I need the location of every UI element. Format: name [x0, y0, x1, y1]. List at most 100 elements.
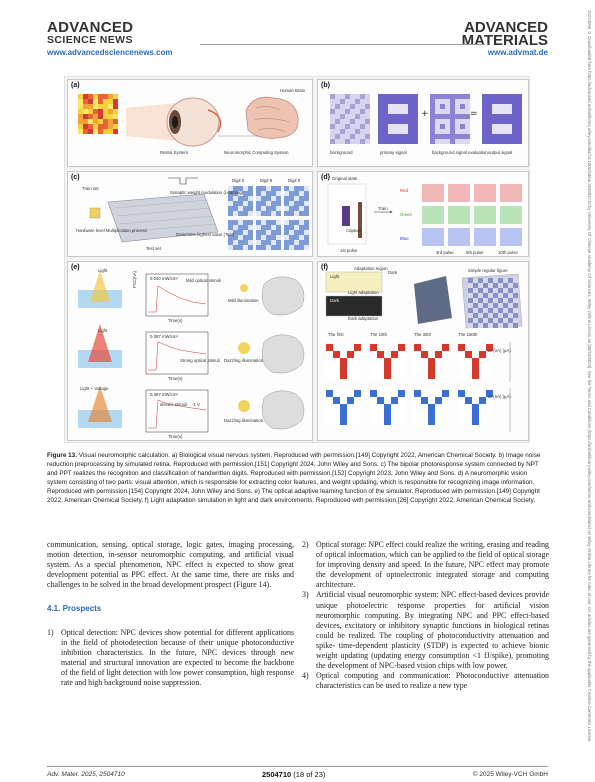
digit-cell — [248, 225, 253, 230]
list-text-2: Optical storage: NPC effect could realiz… — [316, 540, 549, 589]
pattern-cell — [468, 318, 473, 323]
pixel-cell — [393, 129, 398, 134]
digit-cell — [271, 235, 276, 240]
y-pattern-cell-top — [414, 365, 421, 372]
pixel-cell — [487, 114, 492, 119]
y-pattern-cell-bottom — [428, 411, 435, 418]
pixel-cell — [330, 134, 335, 139]
pixel-cell — [355, 99, 360, 104]
pattern-cell — [488, 318, 493, 323]
digit-cell — [276, 230, 281, 235]
y-pattern-cell-top — [435, 344, 442, 351]
list-text-1: Optical detection: NPC devices show pote… — [61, 628, 294, 687]
y-pattern-cell-top — [340, 372, 347, 379]
digit-cell — [256, 201, 261, 206]
heatmap-cell — [88, 114, 93, 119]
pixel-cell — [403, 124, 408, 129]
pattern-cell — [513, 293, 518, 298]
pattern-cell — [503, 298, 508, 303]
y-pattern-cell-bottom — [421, 397, 428, 404]
digit-cell — [299, 225, 304, 230]
pattern-cell — [478, 308, 483, 313]
heatmap-cell — [78, 109, 83, 114]
pixel-cell — [435, 109, 440, 114]
pattern-cell — [503, 318, 508, 323]
y-pattern-cell-bottom — [326, 418, 333, 425]
digit-cell — [261, 211, 266, 216]
pixel-cell — [388, 124, 393, 129]
digit-cell — [243, 196, 248, 201]
pixel-cell — [450, 99, 455, 104]
determine-label: Determine highest value (Test) — [176, 232, 234, 237]
pixel-cell — [460, 139, 465, 144]
digit-cell — [266, 235, 271, 240]
brain-label: Human Brain — [280, 88, 305, 93]
heatmap-cell — [98, 114, 103, 119]
heatmap-cell — [83, 119, 88, 124]
pixel-cell — [512, 139, 517, 144]
digit-cell — [289, 235, 294, 240]
y-pattern-cell-top — [340, 351, 347, 358]
pixel-cell — [403, 99, 408, 104]
digit9-label: Digit 9 — [288, 178, 300, 183]
pixel-cell — [517, 124, 522, 129]
output-signal-label: output signal — [488, 150, 512, 155]
pixel-cell — [497, 94, 502, 99]
pixel-cell — [378, 124, 383, 129]
pixel-cell — [440, 109, 445, 114]
pixel-cell — [378, 109, 383, 114]
y-pattern-cell-top — [370, 372, 377, 379]
pattern-cell — [503, 278, 508, 283]
pixel-cell — [455, 139, 460, 144]
y-pattern-cell-top — [435, 365, 442, 372]
y-pattern-cell-bottom — [333, 411, 340, 418]
brand-left-line1: ADVANCED — [47, 21, 133, 35]
pixel-cell — [512, 124, 517, 129]
digit-cell — [266, 240, 271, 245]
y-pattern-cell-top — [333, 351, 340, 358]
pixel-cell — [455, 114, 460, 119]
pixel-cell — [388, 139, 393, 144]
digit-cell — [304, 235, 309, 240]
pixel-cell — [403, 134, 408, 139]
digit-cell — [271, 196, 276, 201]
y-pattern-cell-top — [370, 351, 377, 358]
pixel-cell — [330, 109, 335, 114]
digit-cell — [284, 211, 289, 216]
y-pattern-cell-bottom — [377, 418, 384, 425]
digit-cell — [228, 225, 233, 230]
pixel-cell — [408, 104, 413, 109]
pixel-cell — [393, 109, 398, 114]
y-pattern-cell-top — [486, 372, 493, 379]
y-pattern-cell-bottom — [428, 404, 435, 411]
pixel-cell — [408, 124, 413, 129]
pixel-cell — [482, 104, 487, 109]
pixel-cell — [345, 109, 350, 114]
digit-cell — [261, 225, 266, 230]
y-pattern-cell-bottom — [458, 411, 465, 418]
digit-cell — [294, 211, 299, 216]
heatmap-cell — [108, 104, 113, 109]
y-pattern-cell-top — [384, 351, 391, 358]
pixel-cell — [365, 104, 370, 109]
heatmap-cell — [108, 94, 113, 99]
green-label: Green — [400, 212, 412, 217]
pixel-cell — [393, 119, 398, 124]
digit-cell — [299, 245, 304, 250]
journal-url-link[interactable]: www.advmat.de — [488, 48, 548, 57]
publisher-url-link[interactable]: www.advancedsciencenews.com — [47, 48, 173, 57]
digit-output-cell — [422, 184, 444, 202]
y-pattern-cell-top — [398, 365, 405, 372]
pattern-cell — [473, 283, 478, 288]
y-pattern-cell-top — [414, 351, 421, 358]
pixel-cell — [330, 104, 335, 109]
pattern-cell — [488, 308, 493, 313]
heatmap-cell — [88, 109, 93, 114]
pixel-cell — [507, 94, 512, 99]
pattern-cell — [503, 323, 508, 328]
onefiftieth-label: The 150th — [458, 332, 477, 337]
digit-output-cell — [448, 206, 470, 224]
pixel-cell — [355, 134, 360, 139]
pixel-cell — [465, 94, 470, 99]
y-pattern-cell-top — [458, 358, 465, 365]
